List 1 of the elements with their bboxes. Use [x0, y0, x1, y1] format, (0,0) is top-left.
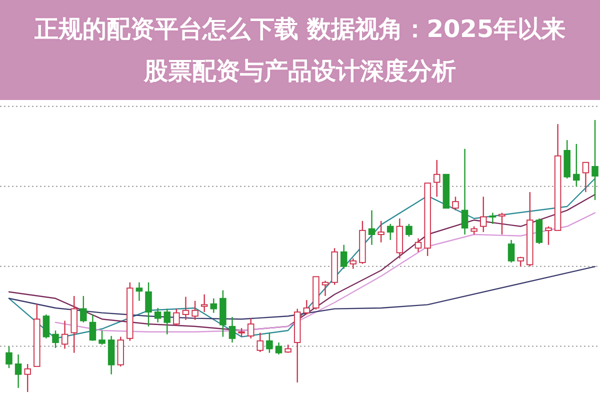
chart-title: 正规的配资平台怎么下载 数据视角：2025年以来股票配资与产品设计深度分析 — [33, 14, 567, 87]
